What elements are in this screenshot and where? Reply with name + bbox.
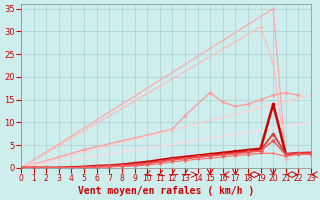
X-axis label: Vent moyen/en rafales ( km/h ): Vent moyen/en rafales ( km/h ) <box>78 186 254 196</box>
